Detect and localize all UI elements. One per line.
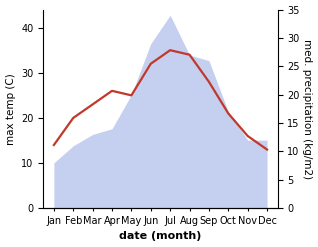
X-axis label: date (month): date (month) — [119, 231, 202, 242]
Y-axis label: med. precipitation (kg/m2): med. precipitation (kg/m2) — [302, 39, 313, 179]
Y-axis label: max temp (C): max temp (C) — [5, 73, 16, 145]
